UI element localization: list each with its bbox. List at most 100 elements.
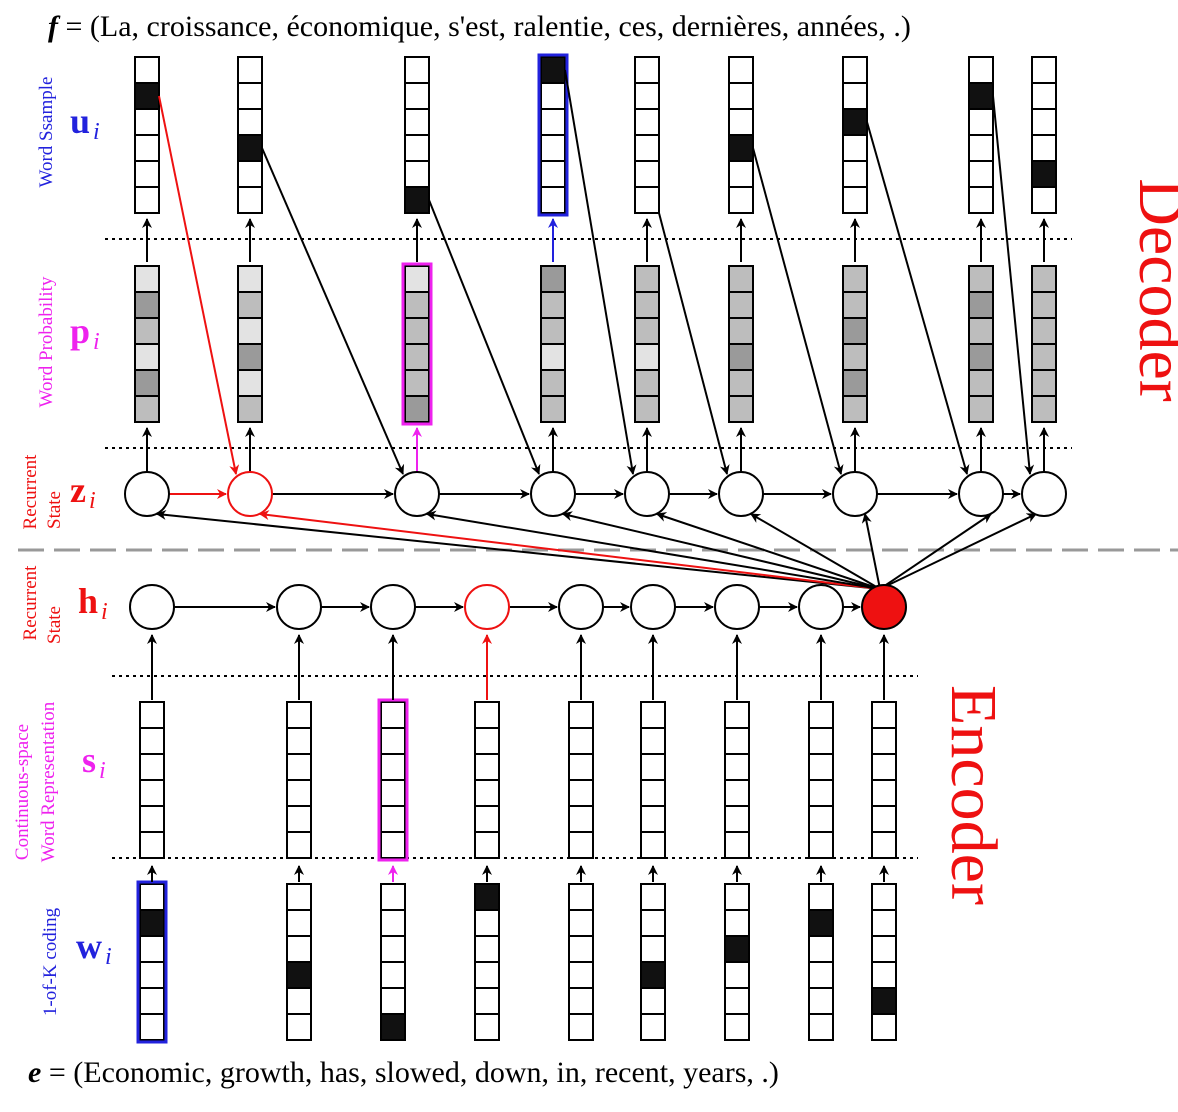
s-vector-2-cell-3: [380, 779, 406, 807]
u-vector-0-cell-4: [134, 160, 160, 188]
u-vector-5-cell-0: [728, 56, 754, 84]
u-vector-4-cell-5: [634, 186, 660, 214]
u-vector-5-cell-1: [728, 82, 754, 110]
p-vector-2-cell-3: [404, 343, 430, 371]
p-vector-5-cell-4: [728, 369, 754, 397]
feedback-arrow-1: [261, 147, 405, 475]
z-state-6: [832, 471, 878, 517]
h-state-7: [798, 584, 844, 630]
w-vector-7-cell-2: [808, 935, 834, 963]
u-vector-4-cell-4: [634, 160, 660, 188]
context-arrow-7: [879, 513, 992, 590]
u-vector-8-cell-4: [1031, 160, 1057, 188]
p-vector-7-cell-3: [968, 343, 994, 371]
p-vector-8-cell-0: [1031, 265, 1057, 293]
p-vector-5-cell-3: [728, 343, 754, 371]
w-vector-7-cell-3: [808, 961, 834, 989]
z-state-5: [718, 471, 764, 517]
p-vector-5-cell-5: [728, 395, 754, 423]
w-vector-6-cell-4: [724, 987, 750, 1015]
w-vector-1-cell-1: [286, 909, 312, 937]
u-vector-8-cell-0: [1031, 56, 1057, 84]
u-vector-3-highlight: [537, 53, 569, 217]
p-vector-0-cell-4: [134, 369, 160, 397]
u-vector-3-cell-2: [540, 108, 566, 136]
s-vector-2-cell-0: [380, 701, 406, 729]
s-vector-6-cell-3: [724, 779, 750, 807]
s-vector-1-cell-0: [286, 701, 312, 729]
s-vector-2-cell-1: [380, 727, 406, 755]
w-vector-3-cell-2: [474, 935, 500, 963]
s-vector-8-cell-5: [871, 831, 897, 859]
s-vector-6-cell-4: [724, 805, 750, 833]
u-vector-6-cell-5: [842, 186, 868, 214]
p-vector-6-cell-3: [842, 343, 868, 371]
u-vector-3-cell-5: [540, 186, 566, 214]
u-vector-3-cell-3: [540, 134, 566, 162]
s-vector-7-cell-5: [808, 831, 834, 859]
p-vector-1-cell-2: [237, 317, 263, 345]
s-vector-0-cell-2: [139, 753, 165, 781]
w-vector-5-cell-1: [640, 909, 666, 937]
s-vector-3-cell-0: [474, 701, 500, 729]
u-vector-7-cell-4: [968, 160, 994, 188]
p-vector-4-cell-0: [634, 265, 660, 293]
s-vector-4-cell-3: [568, 779, 594, 807]
w-vector-4-cell-2: [568, 935, 594, 963]
u-vector-7-cell-5: [968, 186, 994, 214]
s-vector-2-cell-4: [380, 805, 406, 833]
u-vector-0-cell-2: [134, 108, 160, 136]
h-final-state: [861, 584, 907, 630]
u-vector-7-cell-0: [968, 56, 994, 84]
s-vector-0-cell-4: [139, 805, 165, 833]
w-vector-7-cell-5: [808, 1013, 834, 1041]
p-vector-0-cell-0: [134, 265, 160, 293]
w-vector-0-cell-0: [139, 883, 165, 911]
s-vector-7-cell-3: [808, 779, 834, 807]
z-state-1: [227, 471, 273, 517]
s-vector-1-cell-2: [286, 753, 312, 781]
h-state-2: [370, 584, 416, 630]
feedback-arrow-0: [158, 95, 240, 475]
u-vector-4-cell-3: [634, 134, 660, 162]
u-vector-2-cell-3: [404, 134, 430, 162]
p-vector-0-cell-3: [134, 343, 160, 371]
p-vector-7-cell-1: [968, 291, 994, 319]
z-state-4: [624, 471, 670, 517]
u-vector-6-cell-0: [842, 56, 868, 84]
context-arrow-5: [750, 513, 881, 590]
source-sentence-text: = (Economic, growth, has, slowed, down, …: [41, 1056, 779, 1089]
p-vector-4-cell-4: [634, 369, 660, 397]
s-vector-7-cell-4: [808, 805, 834, 833]
u-vector-3-cell-1: [540, 82, 566, 110]
p-vector-2-cell-0: [404, 265, 430, 293]
u-vector-1-cell-5: [237, 186, 263, 214]
s-vector-0-cell-0: [139, 701, 165, 729]
u-vector-5-cell-5: [728, 186, 754, 214]
source-sentence: e = (Economic, growth, has, slowed, down…: [28, 1056, 779, 1089]
u-vector-3-cell-4: [540, 160, 566, 188]
p-vector-2-cell-4: [404, 369, 430, 397]
w-vector-3-cell-0: [474, 883, 500, 911]
w-vector-2-cell-3: [380, 961, 406, 989]
w-vector-5-cell-3: [640, 961, 666, 989]
p-vector-2-cell-5: [404, 395, 430, 423]
w-vector-1-cell-2: [286, 935, 312, 963]
p-vector-1-cell-1: [237, 291, 263, 319]
w-vector-6-cell-5: [724, 1013, 750, 1041]
s-vector-4-cell-1: [568, 727, 594, 755]
s-vector-0-cell-3: [139, 779, 165, 807]
u-vector-6-cell-4: [842, 160, 868, 188]
p-vector-1-cell-5: [237, 395, 263, 423]
h-state-3: [464, 584, 510, 630]
w-vector-4-cell-5: [568, 1013, 594, 1041]
w-vector-2-cell-4: [380, 987, 406, 1015]
context-arrow-3: [562, 511, 881, 590]
p-vector-2-cell-1: [404, 291, 430, 319]
w-vector-1-cell-3: [286, 961, 312, 989]
s-vector-3-cell-2: [474, 753, 500, 781]
w-vector-1-cell-5: [286, 1013, 312, 1041]
